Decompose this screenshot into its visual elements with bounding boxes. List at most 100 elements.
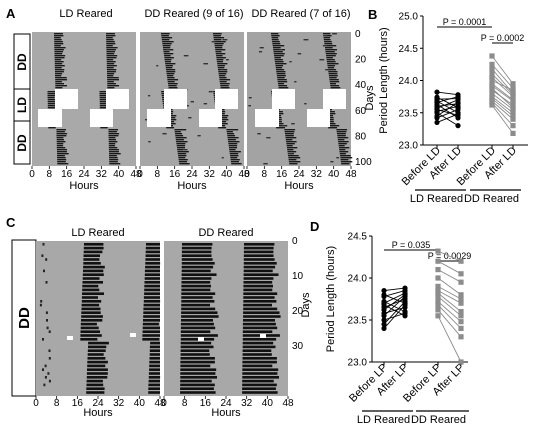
- activity-bout: [86, 391, 105, 394]
- activity-bout: [54, 55, 66, 57]
- y-tick-label: 20: [355, 55, 367, 66]
- activity-bout: [215, 51, 222, 53]
- activity-bout: [106, 39, 114, 41]
- activity-bout: [82, 273, 104, 276]
- activity-bout: [45, 281, 48, 284]
- y-tick-label: 0: [292, 236, 298, 247]
- activity-bout: [203, 103, 208, 105]
- activity-bout: [242, 341, 274, 345]
- activity-bout: [243, 307, 278, 311]
- activity-bout: [106, 35, 116, 37]
- activity-bout: [180, 353, 210, 356]
- y-tick-label: 24.0: [399, 76, 419, 87]
- activity-bout: [326, 59, 335, 61]
- x-tick-label: 8: [262, 169, 268, 180]
- activity-bout: [215, 49, 226, 51]
- activity-bout: [44, 376, 47, 379]
- activity-bout: [149, 368, 160, 371]
- activity-bout: [54, 39, 62, 41]
- activity-bout: [180, 364, 211, 368]
- activity-bout: [80, 334, 102, 337]
- activity-bout: [328, 75, 338, 77]
- data-point: [489, 71, 495, 77]
- panel-label-a: A: [6, 6, 16, 21]
- x-tick-label: 0: [33, 398, 39, 409]
- activity-bout: [328, 127, 337, 129]
- x-ticks-a: 0 8 16 24 32 40 480 8 16 24 32 40 480 8 16 24 32 40 48: [29, 166, 357, 180]
- activity-bout: [337, 137, 349, 139]
- data-point: [435, 248, 441, 254]
- data-point: [489, 102, 495, 108]
- x-tick-label: 16: [276, 169, 288, 180]
- activity-bout: [86, 383, 104, 387]
- data-point: [381, 313, 387, 319]
- activity-bout: [336, 129, 348, 131]
- x-tick-label: 8: [54, 398, 60, 409]
- activity-bout: [143, 307, 160, 311]
- activity-bout: [276, 73, 286, 75]
- data-point: [458, 334, 464, 340]
- activity-bout: [218, 75, 226, 77]
- activity-bout: [322, 45, 327, 47]
- activity-bout: [229, 149, 236, 151]
- activity-bout: [175, 139, 184, 141]
- activity-bout: [180, 341, 212, 345]
- data-point: [458, 279, 464, 285]
- activity-bout: [162, 45, 171, 47]
- x-axis-label: Hours: [83, 407, 113, 419]
- y-ticks-a: 0 20 40 60 80 100: [355, 29, 372, 168]
- activity-bout: [288, 159, 297, 161]
- activity-bout: [243, 311, 280, 314]
- activity-bout: [148, 141, 151, 143]
- activity-bout: [214, 45, 223, 47]
- x-tick-label: 40: [328, 169, 340, 180]
- data-point: [435, 290, 441, 296]
- activity-bout: [228, 145, 238, 147]
- activity-bout: [180, 387, 214, 390]
- y-axis-label-days: Days: [364, 85, 376, 111]
- activity-bout: [47, 372, 50, 375]
- activity-bout: [213, 39, 222, 41]
- activity-bout: [257, 133, 261, 135]
- activity-bout: [86, 387, 105, 390]
- paired-line: [383, 292, 406, 304]
- activity-bout: [330, 87, 341, 89]
- activity-bout: [276, 75, 286, 77]
- activity-bout: [275, 123, 284, 125]
- paired-line: [383, 294, 406, 311]
- activity-bout: [215, 53, 226, 55]
- activity-bout: [243, 269, 273, 273]
- condition-label-dd: DD: [15, 134, 29, 152]
- activity-bout: [242, 383, 277, 387]
- activity-bout: [57, 159, 67, 161]
- paired-line: [383, 296, 406, 317]
- panel-label-d: D: [310, 219, 319, 234]
- activity-bout: [174, 131, 181, 133]
- activity-bout: [175, 135, 184, 137]
- data-point: [435, 267, 441, 273]
- activity-bout: [87, 353, 104, 356]
- activity-bout: [99, 101, 109, 103]
- activity-bout: [55, 85, 67, 87]
- paired-line: [436, 112, 459, 127]
- activity-bout: [41, 254, 44, 257]
- data-point: [435, 313, 441, 319]
- x-tick-label: 32: [241, 398, 253, 409]
- activity-bout: [340, 161, 353, 163]
- activity-bout: [80, 330, 100, 333]
- activity-bout: [180, 330, 211, 333]
- paired-line: [491, 55, 514, 84]
- activity-bout: [323, 39, 331, 41]
- data-point: [510, 123, 516, 129]
- activity-bout: [107, 71, 116, 73]
- activity-bout: [163, 47, 171, 49]
- activity-bout: [338, 143, 347, 145]
- activity-bout: [219, 81, 227, 83]
- activity-bout: [144, 281, 160, 284]
- actogram-a2-title: DD Reared (9 of 16): [144, 8, 243, 20]
- x-ticks-c: 0 8 16 24 32 40 480 8 16 24 32 40 48: [33, 396, 294, 409]
- activity-bout: [107, 87, 115, 89]
- activity-bout: [181, 292, 216, 295]
- panel-label-b: B: [368, 7, 377, 22]
